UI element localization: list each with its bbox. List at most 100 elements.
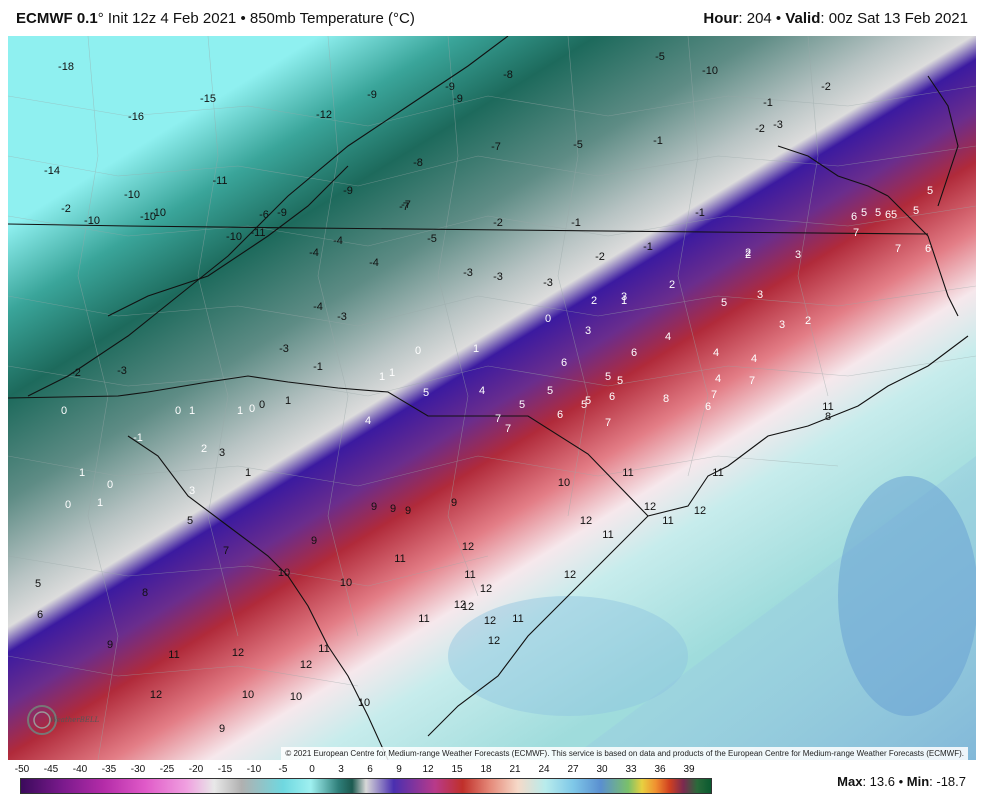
temperature-label: 10 bbox=[558, 477, 570, 489]
temperature-label: -11 bbox=[212, 175, 227, 187]
temperature-label: 12 bbox=[462, 541, 474, 553]
temperature-label: 5 bbox=[861, 207, 867, 219]
temperature-label: 0 bbox=[259, 399, 265, 411]
colorbar-tick-label: 6 bbox=[367, 764, 373, 775]
delmarva-shore bbox=[927, 75, 959, 207]
temperature-label: -2 bbox=[755, 123, 765, 135]
map-canvas: -18-15-16-14-11-12-10-10-10-10-9-9-8-9-8… bbox=[8, 36, 976, 760]
temperature-label: 5 bbox=[423, 387, 429, 399]
temperature-label: 10 bbox=[358, 697, 370, 709]
temperature-label: 6 bbox=[37, 609, 43, 621]
temperature-label: -10 bbox=[124, 189, 140, 201]
temperature-label: 9 bbox=[405, 505, 411, 517]
temperature-label: 7 bbox=[895, 243, 901, 255]
temperature-label: 5 bbox=[913, 205, 919, 217]
temperature-label: -18 bbox=[58, 61, 74, 73]
temperature-label: -14 bbox=[44, 165, 60, 177]
colorbar-tick-label: -30 bbox=[130, 764, 146, 775]
temperature-label: -8 bbox=[413, 157, 423, 169]
temperature-label: 4 bbox=[665, 331, 671, 343]
temperature-label: -11 bbox=[250, 227, 265, 239]
temperature-label: 4 bbox=[479, 385, 485, 397]
temperature-label: 11 bbox=[168, 649, 179, 661]
temperature-label: 12 bbox=[580, 515, 592, 527]
temperature-label: 1 bbox=[285, 395, 291, 407]
temperature-label: 11 bbox=[318, 643, 329, 655]
temperature-label: 12 bbox=[564, 569, 576, 581]
temperature-label: 12 bbox=[150, 689, 162, 701]
temperature-label: 5 bbox=[721, 297, 727, 309]
temperature-label: 1 bbox=[379, 371, 385, 383]
temperature-label: 0 bbox=[61, 405, 67, 417]
colorbar-tick-label: 33 bbox=[625, 764, 637, 775]
colorbar-tick-label: 9 bbox=[396, 764, 402, 775]
colorbar-tick-label: -15 bbox=[217, 764, 233, 775]
ocean-blue-patch bbox=[838, 476, 976, 716]
temperature-label: 12 bbox=[480, 583, 492, 595]
colorbar-tick-label: -20 bbox=[188, 764, 204, 775]
sc-coastline bbox=[427, 515, 649, 737]
colorbar-tick-label: 21 bbox=[509, 764, 521, 775]
model-name: ECMWF 0.1 bbox=[16, 10, 98, 27]
temperature-label: 4 bbox=[713, 347, 719, 359]
colorbar-gradient bbox=[20, 778, 712, 794]
temperature-label: 0 bbox=[415, 345, 421, 357]
temperature-label: -3 bbox=[773, 119, 783, 131]
temperature-label: 5 bbox=[581, 399, 587, 411]
temperature-label: 10 bbox=[278, 567, 290, 579]
colorbar-tick-label: -25 bbox=[159, 764, 175, 775]
temperature-label: -6 bbox=[259, 209, 269, 221]
temperature-label: 9 bbox=[219, 723, 225, 735]
temperature-label: 11 bbox=[418, 613, 429, 625]
temperature-label: 1 bbox=[389, 367, 395, 379]
temperature-label: -15 bbox=[200, 93, 216, 105]
temperature-label: 1 bbox=[621, 295, 627, 307]
ky-border bbox=[107, 165, 349, 317]
temperature-label: -10 bbox=[140, 211, 156, 223]
temperature-label: 3 bbox=[757, 289, 763, 301]
header: ECMWF 0.1° Init 12z 4 Feb 2021 • 850mb T… bbox=[0, 0, 984, 36]
va-coastline bbox=[887, 195, 959, 317]
temperature-label: 10 bbox=[242, 689, 254, 701]
temperature-label: 5 bbox=[35, 578, 41, 590]
temperature-label: 11 bbox=[512, 613, 523, 625]
temperature-label: 2 bbox=[201, 443, 207, 455]
temperature-label: -9 bbox=[367, 89, 377, 101]
temperature-label: 5 bbox=[547, 385, 553, 397]
temperature-label: 5 bbox=[617, 375, 623, 387]
colorbar-tick-label: 39 bbox=[683, 764, 695, 775]
colorbar-tick-label: -50 bbox=[14, 764, 30, 775]
temperature-label: 0 bbox=[65, 499, 71, 511]
temperature-label: -1 bbox=[643, 241, 653, 253]
temperature-label: 5 bbox=[605, 371, 611, 383]
temperature-label: -9 bbox=[343, 185, 353, 197]
temperature-label: 11 bbox=[464, 569, 475, 581]
temperature-label: 7 bbox=[605, 417, 611, 429]
temperature-label: -1 bbox=[763, 97, 773, 109]
temperature-label: 3 bbox=[189, 485, 195, 497]
temperature-label: -3 bbox=[337, 311, 347, 323]
temperature-label: 7 bbox=[853, 227, 859, 239]
temperature-label: 6 bbox=[561, 357, 567, 369]
temperature-label: 9 bbox=[390, 503, 396, 515]
temperature-label: 7 bbox=[223, 545, 229, 557]
max-label: Max bbox=[837, 774, 863, 789]
temperature-label: -1 bbox=[313, 361, 323, 373]
temperature-label: 1 bbox=[97, 497, 103, 509]
temperature-label: -10 bbox=[84, 215, 100, 227]
state-borders bbox=[8, 36, 969, 760]
temperature-label: -2 bbox=[61, 203, 71, 215]
va-nc-border bbox=[8, 223, 929, 235]
temperature-label: 12 bbox=[300, 659, 312, 671]
nc-sc-border bbox=[8, 375, 649, 517]
temperature-label: 3 bbox=[585, 325, 591, 337]
temperature-label: -4 bbox=[309, 247, 319, 259]
temperature-label: 4 bbox=[751, 353, 757, 365]
min-value: : -18.7 bbox=[929, 774, 966, 789]
temperature-label: -10 bbox=[150, 207, 166, 219]
logo-wordmark: WeatherBELL bbox=[50, 716, 100, 724]
temperature-label: 2 bbox=[669, 279, 675, 291]
valid-label: Valid bbox=[785, 10, 821, 27]
sc-ga-border bbox=[127, 435, 389, 760]
max-min-readout: Max: 13.6 • Min: -18.7 bbox=[837, 774, 966, 789]
